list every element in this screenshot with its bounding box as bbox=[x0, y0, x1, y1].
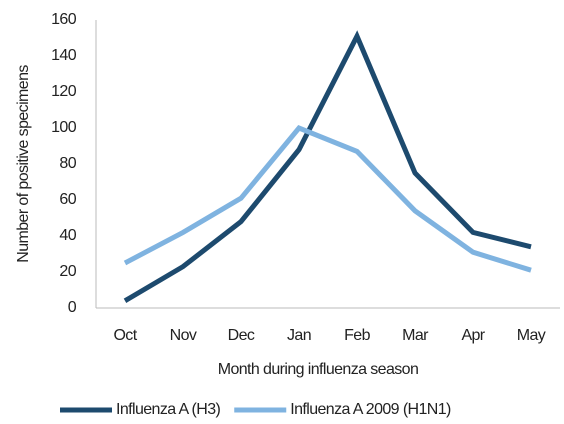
y-tick-label: 60 bbox=[59, 191, 76, 208]
x-tick-label: Oct bbox=[113, 327, 137, 344]
x-axis-title: Month during influenza season bbox=[218, 361, 419, 378]
y-tick-label: 120 bbox=[51, 83, 77, 100]
legend-label: Influenza A 2009 (H1N1) bbox=[290, 401, 451, 418]
x-tick-label: Jan bbox=[287, 327, 311, 344]
y-tick-label: 100 bbox=[51, 119, 77, 136]
x-tick-label: Apr bbox=[461, 327, 485, 344]
x-tick-label: Feb bbox=[344, 327, 370, 344]
x-tick-label: Dec bbox=[228, 327, 255, 344]
x-tick-label: Mar bbox=[402, 327, 429, 344]
y-axis-title: Number of positive specimens bbox=[15, 65, 32, 263]
legend-label: Influenza A (H3) bbox=[116, 401, 221, 418]
x-tick-label: Nov bbox=[170, 327, 197, 344]
y-tick-label: 40 bbox=[59, 227, 76, 244]
series-line bbox=[123, 30, 532, 303]
y-tick-label: 20 bbox=[59, 263, 76, 280]
y-tick-label: 80 bbox=[59, 155, 76, 172]
y-tick-label: 160 bbox=[51, 11, 77, 28]
x-tick-label: May bbox=[517, 327, 546, 344]
y-tick-label: 0 bbox=[68, 299, 77, 316]
y-tick-label: 140 bbox=[51, 47, 77, 64]
series-line bbox=[123, 124, 532, 273]
